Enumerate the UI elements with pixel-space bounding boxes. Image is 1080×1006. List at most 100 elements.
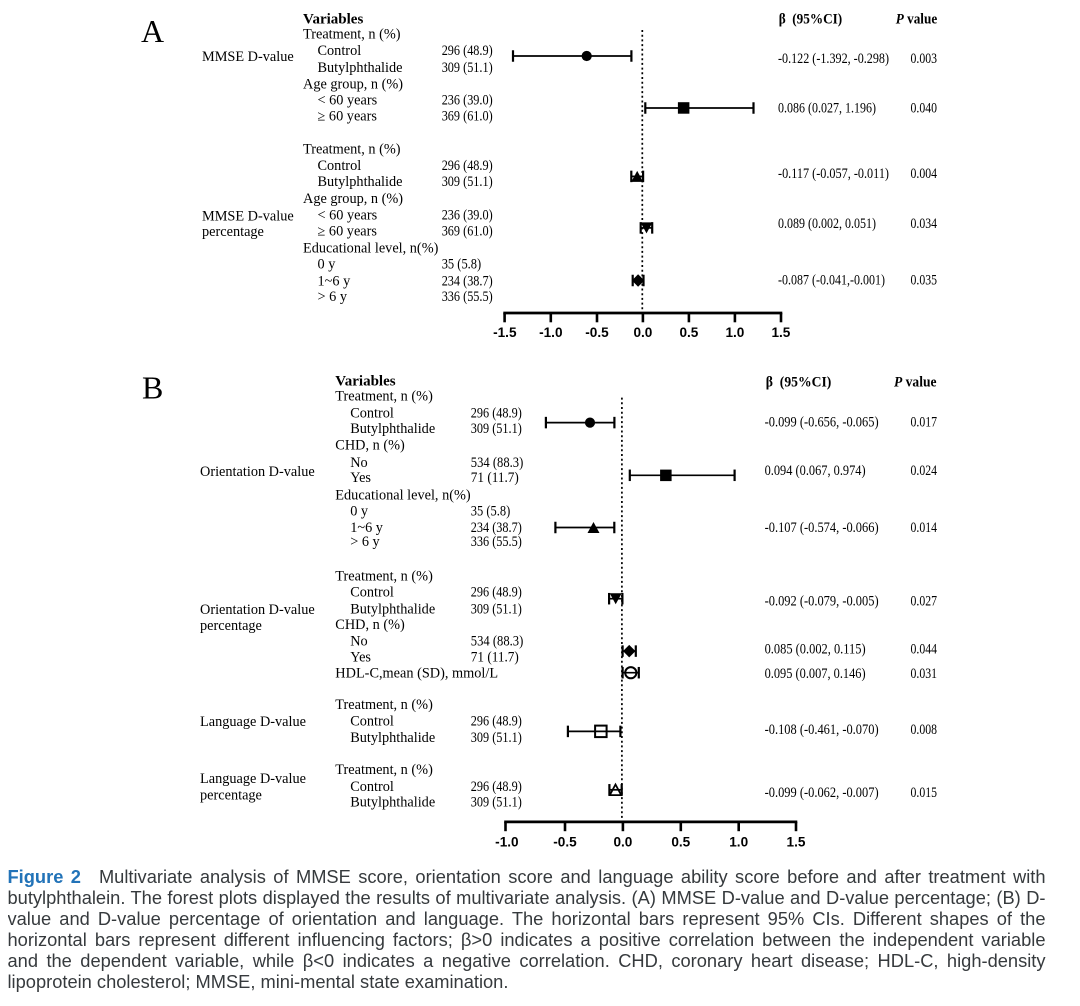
svg-text:Control: Control — [318, 43, 362, 59]
svg-text:234 (38.7): 234 (38.7) — [442, 273, 493, 289]
svg-text:P value: P value — [896, 11, 938, 27]
svg-text:336 (55.5): 336 (55.5) — [442, 289, 493, 305]
svg-text:71 (11.7): 71 (11.7) — [471, 470, 519, 486]
svg-text:HDL-C,mean (SD), mmol/L: HDL-C,mean (SD), mmol/L — [335, 666, 498, 682]
svg-text:CHD, n (%): CHD, n (%) — [335, 617, 405, 633]
svg-text:Treatment, n (%): Treatment, n (%) — [335, 762, 433, 778]
svg-text:296 (48.9): 296 (48.9) — [442, 158, 493, 174]
svg-text:< 60 years: < 60 years — [318, 207, 378, 223]
svg-text:Control: Control — [350, 713, 394, 729]
svg-text:0.031: 0.031 — [911, 666, 938, 682]
svg-text:MMSE D-value: MMSE D-value — [202, 49, 294, 65]
svg-text:Butylphthalide: Butylphthalide — [318, 60, 403, 76]
svg-text:No: No — [350, 634, 367, 650]
svg-text:336 (55.5): 336 (55.5) — [471, 534, 522, 550]
svg-text:Variables: Variables — [335, 374, 395, 390]
svg-text:0 y: 0 y — [318, 257, 337, 273]
svg-text:0.086 (0.027, 1.196): 0.086 (0.027, 1.196) — [778, 101, 876, 117]
svg-text:1.5: 1.5 — [771, 325, 790, 340]
svg-text:-0.108 (-0.461, -0.070): -0.108 (-0.461, -0.070) — [765, 722, 879, 738]
svg-text:0.044: 0.044 — [911, 641, 938, 657]
svg-text:percentage: percentage — [200, 618, 262, 634]
svg-text:Language D-value: Language D-value — [200, 771, 306, 787]
svg-text:percentage: percentage — [200, 787, 262, 803]
svg-text:Yes: Yes — [350, 470, 371, 486]
svg-text:236 (39.0): 236 (39.0) — [442, 93, 493, 109]
svg-text:309 (51.1): 309 (51.1) — [442, 174, 493, 190]
svg-text:296 (48.9): 296 (48.9) — [471, 713, 522, 729]
svg-text:-1.0: -1.0 — [539, 325, 562, 340]
svg-text:309 (51.1): 309 (51.1) — [471, 601, 522, 617]
svg-text:> 6 y: > 6 y — [318, 289, 348, 305]
svg-text:0.014: 0.014 — [911, 520, 938, 536]
svg-text:Butylphthalide: Butylphthalide — [350, 795, 435, 811]
svg-text:309 (51.1): 309 (51.1) — [471, 730, 522, 746]
svg-text:0.004: 0.004 — [911, 166, 938, 182]
svg-text:MMSE D-value: MMSE D-value — [202, 209, 294, 225]
svg-text:-1.0: -1.0 — [495, 835, 518, 850]
svg-text:35 (5.8): 35 (5.8) — [442, 257, 482, 273]
svg-text:0.085 (0.002, 0.115): 0.085 (0.002, 0.115) — [765, 641, 866, 657]
svg-text:CHD, n (%): CHD, n (%) — [335, 438, 405, 454]
svg-text:Treatment, n (%): Treatment, n (%) — [335, 568, 433, 584]
svg-text:No: No — [350, 455, 367, 471]
svg-text:Control: Control — [350, 405, 394, 421]
svg-text:0.003: 0.003 — [911, 51, 938, 67]
svg-text:-0.5: -0.5 — [585, 325, 609, 340]
svg-text:1.0: 1.0 — [729, 835, 748, 850]
svg-text:Treatment, n (%): Treatment, n (%) — [335, 697, 433, 713]
svg-text:Butylphthalide: Butylphthalide — [350, 730, 435, 746]
svg-text:Butylphthalide: Butylphthalide — [350, 601, 435, 617]
svg-text:-0.099 (-0.062, -0.007): -0.099 (-0.062, -0.007) — [765, 785, 879, 801]
svg-text:0.017: 0.017 — [911, 415, 938, 431]
svg-text:1.5: 1.5 — [787, 835, 806, 850]
svg-text:0.095 (0.007, 0.146): 0.095 (0.007, 0.146) — [765, 666, 866, 682]
svg-text:Age group, n (%): Age group, n (%) — [303, 76, 403, 92]
svg-text:Treatment, n (%): Treatment, n (%) — [335, 389, 433, 405]
svg-text:71 (11.7): 71 (11.7) — [471, 649, 519, 665]
svg-text:-0.087 (-0.041,-0.001): -0.087 (-0.041,-0.001) — [778, 273, 885, 289]
svg-text:0.094 (0.067, 0.974): 0.094 (0.067, 0.974) — [765, 463, 866, 479]
svg-text:percentage: percentage — [202, 224, 264, 240]
svg-text:Butylphthalide: Butylphthalide — [318, 174, 403, 190]
svg-text:> 6 y: > 6 y — [350, 534, 380, 550]
svg-text:0.008: 0.008 — [911, 722, 938, 738]
svg-text:β (95%CI): β (95%CI) — [766, 374, 832, 390]
svg-text:≥ 60 years: ≥ 60 years — [318, 109, 378, 125]
svg-text:β (95%CI): β (95%CI) — [779, 11, 843, 27]
svg-text:-0.107 (-0.574, -0.066): -0.107 (-0.574, -0.066) — [765, 520, 879, 536]
svg-text:296 (48.9): 296 (48.9) — [471, 779, 522, 795]
svg-text:0.015: 0.015 — [911, 785, 938, 801]
svg-text:Educational level, n(%): Educational level, n(%) — [303, 240, 439, 256]
svg-text:369 (61.0): 369 (61.0) — [442, 109, 493, 125]
svg-text:Treatment, n (%): Treatment, n (%) — [303, 142, 401, 158]
svg-text:1~6 y: 1~6 y — [318, 273, 352, 289]
svg-text:0.024: 0.024 — [911, 463, 938, 479]
svg-text:0.5: 0.5 — [671, 835, 690, 850]
svg-text:-0.5: -0.5 — [553, 835, 577, 850]
svg-text:0.0: 0.0 — [633, 325, 652, 340]
svg-text:309 (51.1): 309 (51.1) — [471, 421, 522, 437]
svg-text:Control: Control — [318, 158, 362, 174]
svg-text:A: A — [141, 13, 164, 49]
svg-text:35 (5.8): 35 (5.8) — [471, 503, 511, 519]
svg-text:-0.122 (-1.392, -0.298): -0.122 (-1.392, -0.298) — [778, 51, 889, 67]
svg-text:Orientation D-value: Orientation D-value — [200, 602, 315, 618]
svg-text:534 (88.3): 534 (88.3) — [471, 455, 524, 471]
svg-text:534 (88.3): 534 (88.3) — [471, 634, 524, 650]
svg-text:Orientation D-value: Orientation D-value — [200, 464, 315, 480]
svg-text:Treatment, n (%): Treatment, n (%) — [303, 26, 401, 42]
svg-text:Variables: Variables — [303, 12, 363, 28]
svg-text:Age group, n (%): Age group, n (%) — [303, 191, 403, 207]
svg-text:234 (38.7): 234 (38.7) — [471, 520, 522, 536]
svg-text:296 (48.9): 296 (48.9) — [471, 585, 522, 601]
svg-text:0.040: 0.040 — [911, 101, 938, 117]
svg-text:Yes: Yes — [350, 649, 371, 665]
svg-text:0.027: 0.027 — [911, 594, 938, 610]
svg-text:B: B — [142, 370, 163, 406]
svg-text:369 (61.0): 369 (61.0) — [442, 223, 493, 239]
svg-text:309 (51.1): 309 (51.1) — [471, 795, 522, 811]
svg-text:309 (51.1): 309 (51.1) — [442, 60, 493, 76]
svg-text:-0.099 (-0.656, -0.065): -0.099 (-0.656, -0.065) — [765, 415, 879, 431]
svg-text:0.0: 0.0 — [613, 835, 632, 850]
